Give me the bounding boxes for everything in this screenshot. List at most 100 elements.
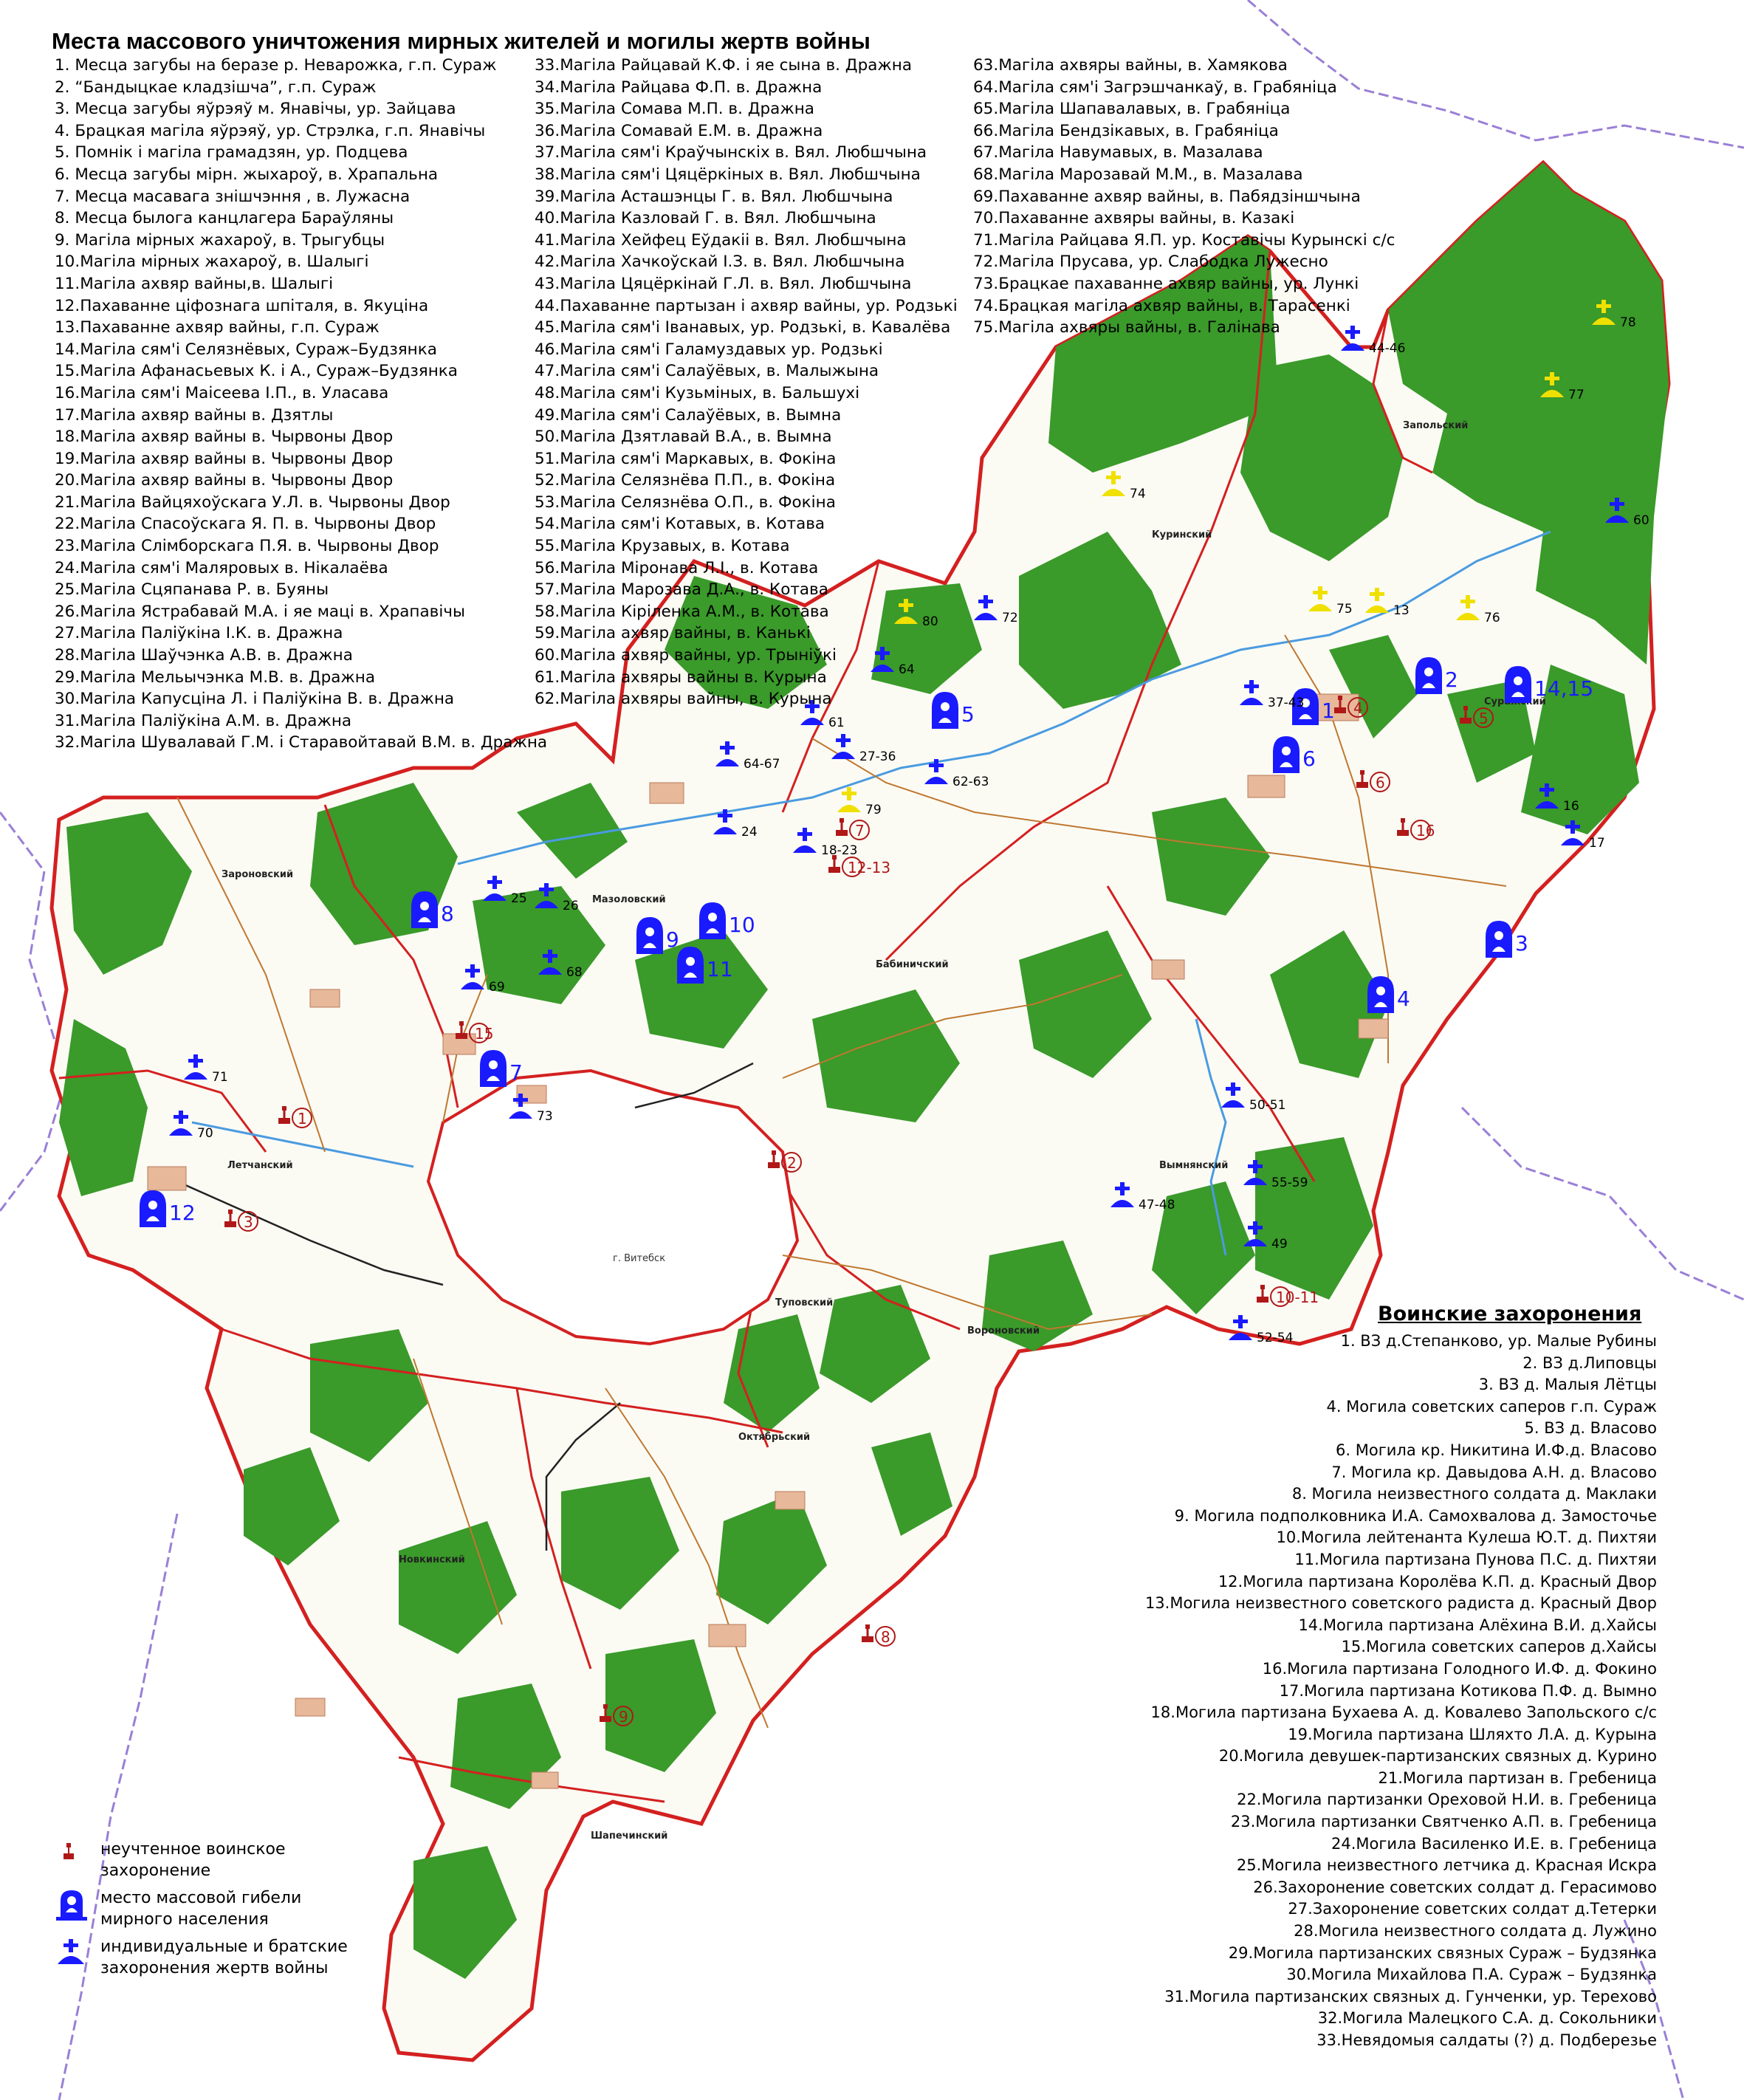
cross-icon xyxy=(1243,1221,1267,1246)
obelisk-icon xyxy=(836,818,848,836)
city-label: г. Витебск xyxy=(613,1253,665,1264)
obelisk-icon xyxy=(63,1843,74,1859)
list-item: 1. ВЗ д.Степанково, ур. Малые Рубины xyxy=(1340,1332,1657,1350)
cross-icon xyxy=(924,759,948,784)
list-item: 12.Могила партизана Королёва К.П. д. Кра… xyxy=(1218,1572,1657,1591)
cross-icon xyxy=(1540,372,1564,397)
list-item: 2. ВЗ д.Липовцы xyxy=(1522,1353,1657,1372)
list-item: 59.Магіла ахвяр вайны, в. Канькі xyxy=(535,624,811,643)
marker-label: 76 xyxy=(1484,611,1500,625)
legend-mass-death: место массовой гибели мирного населения xyxy=(52,1887,366,1930)
list-item: 69.Пахаванне ахвяр вайны, в. Пабядзіншчы… xyxy=(973,187,1361,206)
railways xyxy=(176,1062,754,1551)
obelisk-icon xyxy=(768,1150,780,1168)
list-item: 29.Магіла Мельычэнка М.В. в. Дражна xyxy=(55,668,376,687)
list-item: 20.Могила девушек-партизанских связных д… xyxy=(1218,1747,1657,1766)
cross-icon xyxy=(713,809,737,834)
obelisk-icon xyxy=(1257,1285,1268,1303)
marker-label: 44-46 xyxy=(1369,341,1405,356)
list-item: 26.Магіла Ястрабавай М.А. і яе маці в. Х… xyxy=(55,602,465,621)
list-item: 33.Невядомыя салдаты (?) д. Подберезье xyxy=(1316,2031,1657,2049)
region-label: Бабиничский xyxy=(876,959,949,970)
cross-icon xyxy=(1229,1315,1252,1340)
list-item: 14.Могила партизана Алёхина В.И. д.Хайсы xyxy=(1298,1616,1657,1634)
marker-label: 9 xyxy=(619,1708,628,1726)
list-item: 26.Захоронение советских солдат д. Герас… xyxy=(1253,1878,1657,1896)
list-item: 34.Магіла Райцава Ф.П. в. Дражна xyxy=(535,78,823,97)
region-label: Шапечинский xyxy=(591,1830,667,1842)
list-item: 32.Магіла Шувалавай Г.М. і Старавойтавай… xyxy=(55,733,548,752)
cross-icon xyxy=(837,787,861,812)
list-item: 61.Магіла ахвяры вайны в. Курына xyxy=(535,668,827,687)
marker-label: 74 xyxy=(1130,487,1146,501)
civilian-list-col1: 1. Месца загубы на беразе р. Неварожка, … xyxy=(55,55,547,754)
region-label: Мазоловский xyxy=(592,894,666,905)
marker-label: 79 xyxy=(865,803,882,817)
marker-label: 4 xyxy=(1353,699,1363,717)
marker-label: 1 xyxy=(1322,699,1335,723)
list-item: 14.Магіла сям'і Селязнёвых, Сураж–Будзян… xyxy=(55,340,437,359)
list-item: 20.Магіла ахвяр вайны в. Чырвоны Двор xyxy=(55,471,394,490)
obelisk-icon xyxy=(600,1704,611,1722)
list-item: 65.Магіла Шапавалавых, в. Грабяніца xyxy=(973,100,1291,119)
list-item: 27.Захоронение советских солдат д.Тетерк… xyxy=(1288,1900,1657,1918)
list-item: 30.Магіла Капусціна Л. і Палiўкіна В. в.… xyxy=(55,690,455,709)
marker-label: 5 xyxy=(961,702,975,727)
list-item: 5. ВЗ д. Власово xyxy=(1524,1419,1657,1438)
obelisk-icon xyxy=(1397,818,1409,836)
civilian-list-col3: 63.Магіла ахвяры вайны, в. Хамякова 64.М… xyxy=(973,55,1395,339)
list-item: 49.Магіла сям'і Салаўёвых, в. Вымна xyxy=(535,405,842,425)
list-item: 53.Магіла Селязнёва О.П., в. Фокіна xyxy=(535,493,836,512)
list-item: 8. Месца былога канцлагера Бараўляны xyxy=(55,209,394,228)
list-item: 32.Могила Малецкого С.А. д. Сокольники xyxy=(1317,2009,1657,2028)
marker-label: 26 xyxy=(563,899,579,913)
memorial-icon xyxy=(677,947,704,984)
list-item: 41.Магіла Хейфец Еўдакіі в. Вял. Любшчын… xyxy=(535,230,907,250)
list-item: 19.Магіла ахвяр вайны в. Чырвоны Двор xyxy=(55,449,394,468)
region-label: Октябрьский xyxy=(738,1432,810,1443)
list-item: 45.Магіла сям'і Іванавых, ур. Родзькі, в… xyxy=(535,318,951,337)
list-item: 67.Магіла Навумавых, в. Мазалава xyxy=(973,143,1263,162)
cross-icon xyxy=(58,1939,84,1964)
legend-label: место массовой гибели мирного населения xyxy=(100,1889,302,1929)
cross-icon xyxy=(894,599,918,624)
list-item: 71.Магіла Райцава Я.П. ур. Коставічы Кур… xyxy=(973,230,1395,250)
list-item: 15.Магіла Афанасьевых К. і А., Сураж–Буд… xyxy=(55,362,458,381)
marker-label: 70 xyxy=(197,1126,213,1141)
marker-label: 64-67 xyxy=(744,757,780,772)
list-item: 7. Месца масавага знішчэння , в. Лужасна xyxy=(55,187,411,206)
cross-icon xyxy=(800,700,824,725)
list-item: 73.Брацкае пахаванне ахвяр вайны, ур. Лу… xyxy=(973,274,1359,293)
cross-icon xyxy=(1102,471,1125,496)
cross-icon xyxy=(461,964,484,989)
list-item: 43.Магіла Цяцёркінай Г.Л. в. Вял. Любшчы… xyxy=(535,274,912,293)
list-item: 15.Могила советских саперов д.Хайсы xyxy=(1341,1638,1657,1656)
marker-label: 60 xyxy=(1633,513,1649,528)
marker-label: 52-54 xyxy=(1257,1331,1293,1345)
list-item: 56.Магіла Міронава Л.І., в. Котава xyxy=(535,558,819,577)
list-item: 8. Могила неизвестного солдата д. Маклак… xyxy=(1291,1485,1657,1503)
marker-label: 80 xyxy=(922,614,938,629)
region-label: Новкинский xyxy=(399,1554,465,1565)
list-item: 52.Магіла Селязнёва П.П., в. Фокіна xyxy=(535,471,836,490)
marker-label: 14,15 xyxy=(1534,676,1593,701)
cross-icon xyxy=(715,741,739,766)
list-item: 62.Магіла ахвяры вайны, в. Курына xyxy=(535,690,832,709)
memorial-icon xyxy=(480,1050,507,1087)
list-item: 23.Могила партизанки Святченко А.П. в. Г… xyxy=(1230,1813,1657,1831)
cross-icon xyxy=(169,1111,193,1136)
military-title: Воинские захоронения xyxy=(1378,1303,1642,1325)
list-item: 64.Магіла сям'і Загрэшчанкаў, в. Грабяні… xyxy=(973,78,1337,97)
marker-label: 15 xyxy=(475,1025,493,1043)
memorial-icon xyxy=(411,891,438,928)
list-item: 25.Магіла Сцяпанава Р. в. Буяны xyxy=(55,580,329,600)
list-item: 48.Магіла сям'і Кузьміных, в. Бальшухі xyxy=(535,383,860,402)
cross-icon xyxy=(793,828,817,853)
list-item: 17.Магіла ахвяр вайны в. Дзятлы xyxy=(55,405,334,425)
marker-label: 78 xyxy=(1620,315,1636,330)
region-label: Летчанский xyxy=(227,1160,293,1171)
list-item: 50.Магіла Дзятлавай В.А., в. Вымна xyxy=(535,428,832,447)
list-item: 22.Магіла Спасоўскага Я. П. в. Чырвоны Д… xyxy=(55,515,436,534)
